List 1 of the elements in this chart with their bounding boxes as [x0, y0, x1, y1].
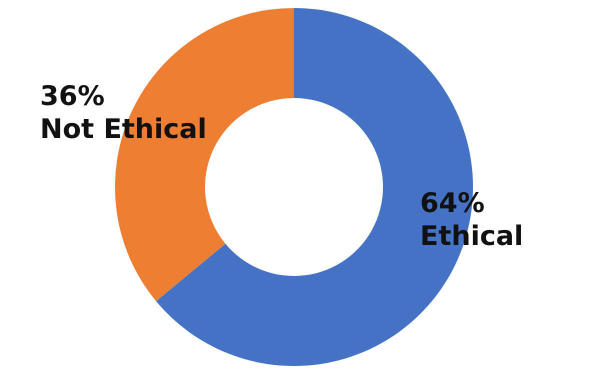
data-label: 36%: [40, 81, 105, 112]
